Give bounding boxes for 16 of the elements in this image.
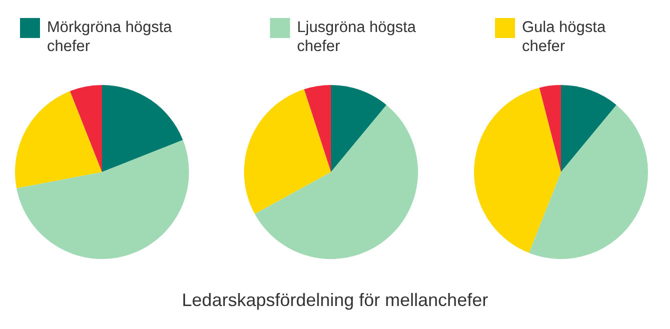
pie-slice bbox=[474, 88, 561, 253]
text: Ledarskapsfördelning för mellanchefer bbox=[182, 290, 488, 310]
pie-slice bbox=[70, 85, 102, 172]
legend-label: Gula högsta chefer bbox=[522, 19, 606, 55]
pie-slice bbox=[331, 85, 386, 172]
pie-slice bbox=[528, 104, 648, 259]
pie-slice bbox=[561, 85, 616, 172]
pie-slice bbox=[304, 85, 331, 172]
pie-slice bbox=[16, 140, 189, 259]
legend-label: Mörkgröna högsta chefer bbox=[47, 19, 172, 55]
pie-slice bbox=[15, 91, 102, 188]
pie-slice bbox=[254, 104, 418, 259]
pie-slice bbox=[539, 85, 561, 172]
pie-slice bbox=[102, 85, 183, 172]
legend-label: Ljusgröna högsta chefer bbox=[297, 19, 416, 55]
pie-slice bbox=[244, 89, 331, 214]
